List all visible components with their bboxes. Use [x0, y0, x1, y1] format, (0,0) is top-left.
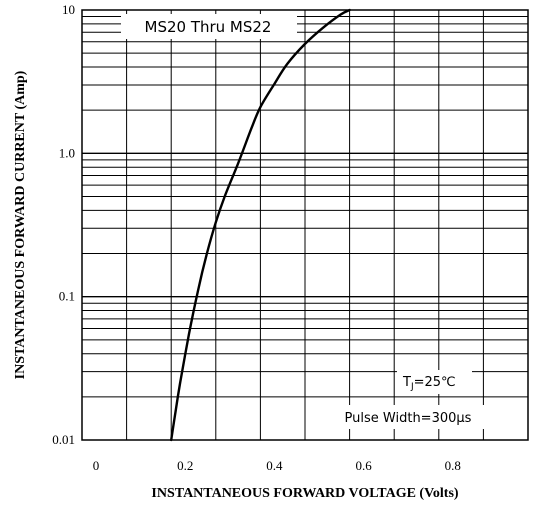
y-tick-labels: 0.01 0.1 1.0 10 [52, 2, 75, 447]
y-tick-label: 10 [62, 2, 75, 17]
y-axis-title: INSTANTANEOUS FORWARD CURRENT (Amp) [13, 70, 28, 379]
device-label: MS20 Thru MS22 [145, 18, 272, 36]
tj-prefix: T [402, 375, 411, 390]
y-tick-label: 0.1 [59, 289, 75, 304]
grid [82, 10, 528, 440]
y-tick-label: 0.01 [52, 432, 75, 447]
tj-sub: J [410, 382, 414, 392]
tj-label: TJ=25℃ [402, 375, 456, 392]
x-tick-label: 0.8 [445, 458, 461, 473]
device-label-box [121, 14, 297, 39]
x-tick-labels: 0 0.2 0.4 0.6 0.8 [93, 458, 461, 473]
x-axis-title: INSTANTANEOUS FORWARD VOLTAGE (Volts) [151, 486, 458, 501]
x-tick-label: 0.4 [266, 458, 283, 473]
y-tick-label: 1.0 [59, 145, 75, 160]
tj-suffix: =25℃ [414, 375, 456, 390]
x-tick-label: 0.6 [355, 458, 372, 473]
forward-current-curve [170, 8, 351, 442]
pulse-label-box [334, 405, 486, 429]
plot-frame [81, 9, 529, 441]
pulse-label: Pulse Width=300μs [345, 411, 472, 426]
tj-label-box [397, 370, 472, 394]
x-tick-label: 0 [93, 458, 100, 473]
x-tick-label: 0.2 [177, 458, 193, 473]
